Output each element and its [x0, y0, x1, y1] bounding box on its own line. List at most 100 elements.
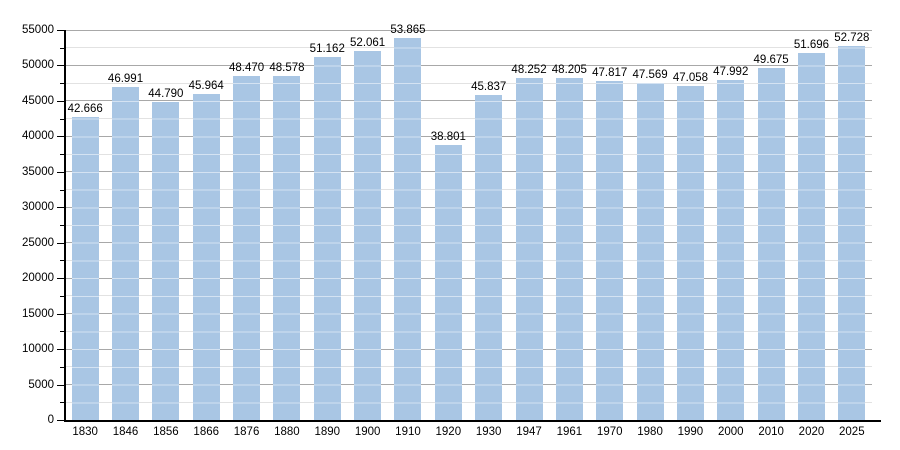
- y-tick-minor: [60, 295, 64, 297]
- y-tick-minor: [60, 83, 64, 85]
- y-tick-label: 20000: [22, 272, 54, 285]
- bar: [515, 77, 543, 420]
- y-tick-label: 5000: [28, 378, 54, 391]
- gridline-minor: [65, 259, 872, 261]
- gridline-major: [65, 100, 872, 102]
- y-tick-label: 15000: [22, 307, 54, 320]
- x-tick-label: 1990: [677, 426, 704, 438]
- gridline-major: [65, 206, 872, 208]
- x-tick-label: 2000: [717, 426, 744, 438]
- x-tick-label: 1930: [475, 426, 502, 438]
- bar-value-label: 45.964: [188, 80, 224, 93]
- y-tick-major: [57, 349, 64, 351]
- x-tick-label: 2025: [839, 426, 865, 438]
- y-tick-minor: [60, 366, 64, 368]
- x-tick-label: 1947: [516, 426, 542, 438]
- gridline-major: [65, 242, 872, 244]
- bar: [152, 102, 180, 420]
- y-tick-minor: [60, 260, 64, 262]
- x-tick-label: 1910: [395, 426, 421, 438]
- bar-value-label: 44.790: [148, 88, 184, 101]
- gridline-minor: [65, 118, 872, 120]
- y-tick-major: [57, 384, 64, 386]
- gridline-major: [65, 171, 872, 173]
- gridline-major: [65, 348, 872, 350]
- gridline-minor: [65, 47, 872, 49]
- bar: [596, 80, 624, 420]
- bar: [273, 75, 301, 420]
- y-tick-label: 25000: [22, 236, 54, 249]
- y-tick-minor: [60, 154, 64, 156]
- bar-value-label: 48.470: [228, 62, 265, 75]
- bar: [838, 46, 866, 420]
- plot-area: [65, 29, 872, 420]
- bar-value-label: 49.675: [753, 53, 789, 66]
- bar-value-label: 51.696: [793, 39, 830, 52]
- gridline-minor: [65, 401, 872, 403]
- x-tick-label: 1980: [637, 426, 663, 438]
- y-axis-line: [64, 30, 66, 422]
- y-tick-major: [57, 420, 64, 421]
- y-tick-major: [57, 313, 64, 315]
- y-tick-major: [57, 100, 64, 102]
- bar: [555, 78, 583, 420]
- bar: [475, 94, 503, 420]
- y-tick-major: [57, 30, 64, 31]
- gridline-minor: [65, 366, 872, 368]
- gridline-minor: [65, 224, 872, 226]
- y-tick-major: [57, 207, 64, 209]
- y-tick-label: 30000: [22, 201, 54, 214]
- bar: [313, 57, 341, 420]
- bar-value-label: 42.666: [67, 103, 103, 116]
- x-tick-label: 1970: [596, 426, 623, 438]
- bar: [757, 67, 785, 420]
- y-tick-minor: [60, 402, 64, 404]
- bar: [71, 117, 99, 420]
- y-tick-major: [57, 136, 64, 138]
- bar: [394, 38, 422, 420]
- gridline-minor: [65, 330, 872, 332]
- y-tick-label: 35000: [22, 165, 54, 178]
- bar: [676, 86, 704, 420]
- bar-value-label: 48.252: [511, 63, 547, 76]
- y-tick-minor: [60, 225, 64, 226]
- y-tick-minor: [60, 331, 64, 333]
- bar-value-label: 38.801: [430, 130, 466, 143]
- y-tick-minor: [60, 47, 64, 49]
- y-tick-major: [57, 242, 64, 244]
- bar-value-label: 46.991: [107, 72, 144, 85]
- y-tick-major: [57, 171, 64, 173]
- bar-value-label: 52.061: [350, 36, 386, 49]
- y-tick-label: 40000: [22, 130, 54, 143]
- x-tick-label: 1856: [153, 426, 179, 438]
- y-tick-major: [57, 278, 64, 280]
- x-axis-line: [64, 420, 881, 422]
- x-tick-label: 1846: [112, 426, 139, 438]
- gridline-major: [65, 64, 872, 66]
- bar-value-label: 48.205: [551, 64, 587, 77]
- bar: [434, 144, 462, 420]
- x-tick-label: 2010: [758, 426, 784, 438]
- x-tick-label: 1866: [193, 426, 220, 438]
- x-tick-label: 1961: [556, 426, 583, 438]
- bar-value-label: 47.992: [713, 65, 749, 78]
- gridline-minor: [65, 153, 872, 155]
- y-tick-label: 50000: [22, 59, 54, 72]
- bar: [192, 94, 220, 420]
- y-tick-label: 45000: [22, 94, 54, 107]
- bar-value-label: 47.817: [592, 66, 628, 79]
- x-tick-label: 1890: [314, 426, 341, 438]
- bar: [112, 86, 140, 420]
- gridline-major: [65, 384, 872, 386]
- gridline-minor: [65, 82, 872, 84]
- bar: [717, 79, 745, 420]
- y-tick-label: 0: [47, 414, 54, 426]
- y-tick-minor: [60, 118, 64, 120]
- x-tick-label: 2020: [798, 426, 825, 438]
- x-tick-label: 1830: [72, 426, 98, 438]
- x-tick-label: 1900: [354, 426, 381, 438]
- bar: [233, 76, 261, 420]
- bar-value-label: 51.162: [309, 43, 345, 56]
- bar: [636, 82, 664, 420]
